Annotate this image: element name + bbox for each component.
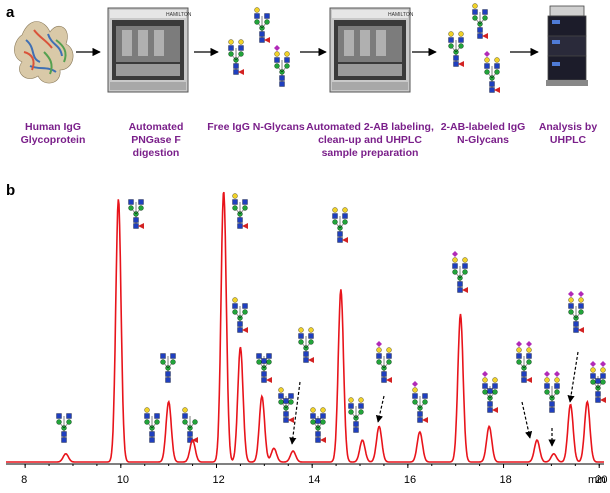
x-axis-ticks: 8 10 12 14 16 18 20	[21, 464, 607, 486]
glycan-structure-icon	[544, 371, 560, 413]
glycan-structure-icon	[412, 381, 428, 423]
x-tick-label: 18	[500, 474, 512, 486]
dashed-arrow	[375, 395, 385, 423]
step-label-labeling: Automated 2-AB labeling, clean-up and UH…	[306, 121, 434, 159]
glycan-structure-icon	[278, 387, 294, 423]
brand-label-1: HAMILTON	[166, 12, 192, 18]
dashed-arrow	[521, 401, 533, 439]
step-label-protein: Human IgG Glycoprotein	[20, 121, 86, 146]
glycan-structure-icon	[182, 407, 198, 443]
x-tick-label: 14	[308, 474, 320, 486]
panel-b-letter: b	[6, 182, 16, 199]
glycan-structure-icon	[298, 327, 314, 363]
glycan-structure-icon	[568, 291, 584, 333]
glycan-structure-icon	[254, 7, 270, 43]
x-tick-label: 20	[595, 474, 607, 486]
x-tick-label: 16	[404, 474, 416, 486]
glycan-structure-icon	[482, 371, 498, 413]
glycan-structure-icon	[310, 407, 326, 443]
step-label-free-glycans: Free IgG N-Glycans	[207, 121, 305, 133]
labeled-glycans-cluster	[448, 3, 500, 93]
glycan-structure-icon	[452, 251, 468, 293]
glycan-structure-icon	[274, 45, 290, 87]
workflow-diagram: HAMILTON HAMILTON	[14, 3, 588, 93]
uhplc-instrument-image	[546, 5, 588, 86]
free-glycans-cluster	[228, 7, 290, 87]
glycan-structure-icon	[232, 193, 248, 229]
liquid-handler-image-1: HAMILTON	[107, 7, 192, 93]
x-tick-label: 10	[117, 474, 129, 486]
protein-structure-image	[14, 21, 74, 84]
glycan-structure-icon	[144, 407, 160, 443]
panel-a-letter: a	[6, 4, 15, 21]
glycan-structure-icon	[128, 199, 144, 229]
liquid-handler-image-2: HAMILTON	[329, 7, 414, 93]
step-label-pngase: Automated PNGase F digestion	[128, 121, 184, 159]
glycan-structure-icon	[160, 353, 176, 383]
glycan-structure-icon	[516, 341, 532, 383]
glycan-structure-icon	[590, 361, 606, 403]
x-tick-label: 12	[212, 474, 224, 486]
peak-glycan-structures	[56, 193, 606, 443]
peak-annotation-arrows	[289, 351, 579, 447]
x-axis-unit-label: min	[588, 474, 606, 486]
glycan-structure-icon	[472, 3, 488, 39]
dashed-arrow	[289, 381, 301, 445]
chromatogram-trace	[6, 191, 604, 463]
glycan-structure-icon	[228, 39, 244, 75]
step-label-analysis: Analysis by UHPLC	[538, 121, 598, 146]
glycan-structure-icon	[232, 297, 248, 333]
glycan-structure-icon	[376, 341, 392, 383]
x-tick-label: 8	[21, 474, 27, 486]
glycan-structure-icon	[256, 353, 272, 383]
glycan-structure-icon	[56, 413, 72, 443]
glycan-structure-icon	[348, 397, 364, 433]
glycan-structure-icon	[484, 51, 500, 93]
glycan-structure-icon	[448, 31, 464, 67]
glycan-structure-icon	[332, 207, 348, 243]
brand-label-2: HAMILTON	[388, 12, 414, 18]
dashed-arrow	[567, 351, 579, 403]
step-label-labeled-glycans: 2-AB-labeled IgG N-Glycans	[440, 121, 526, 146]
